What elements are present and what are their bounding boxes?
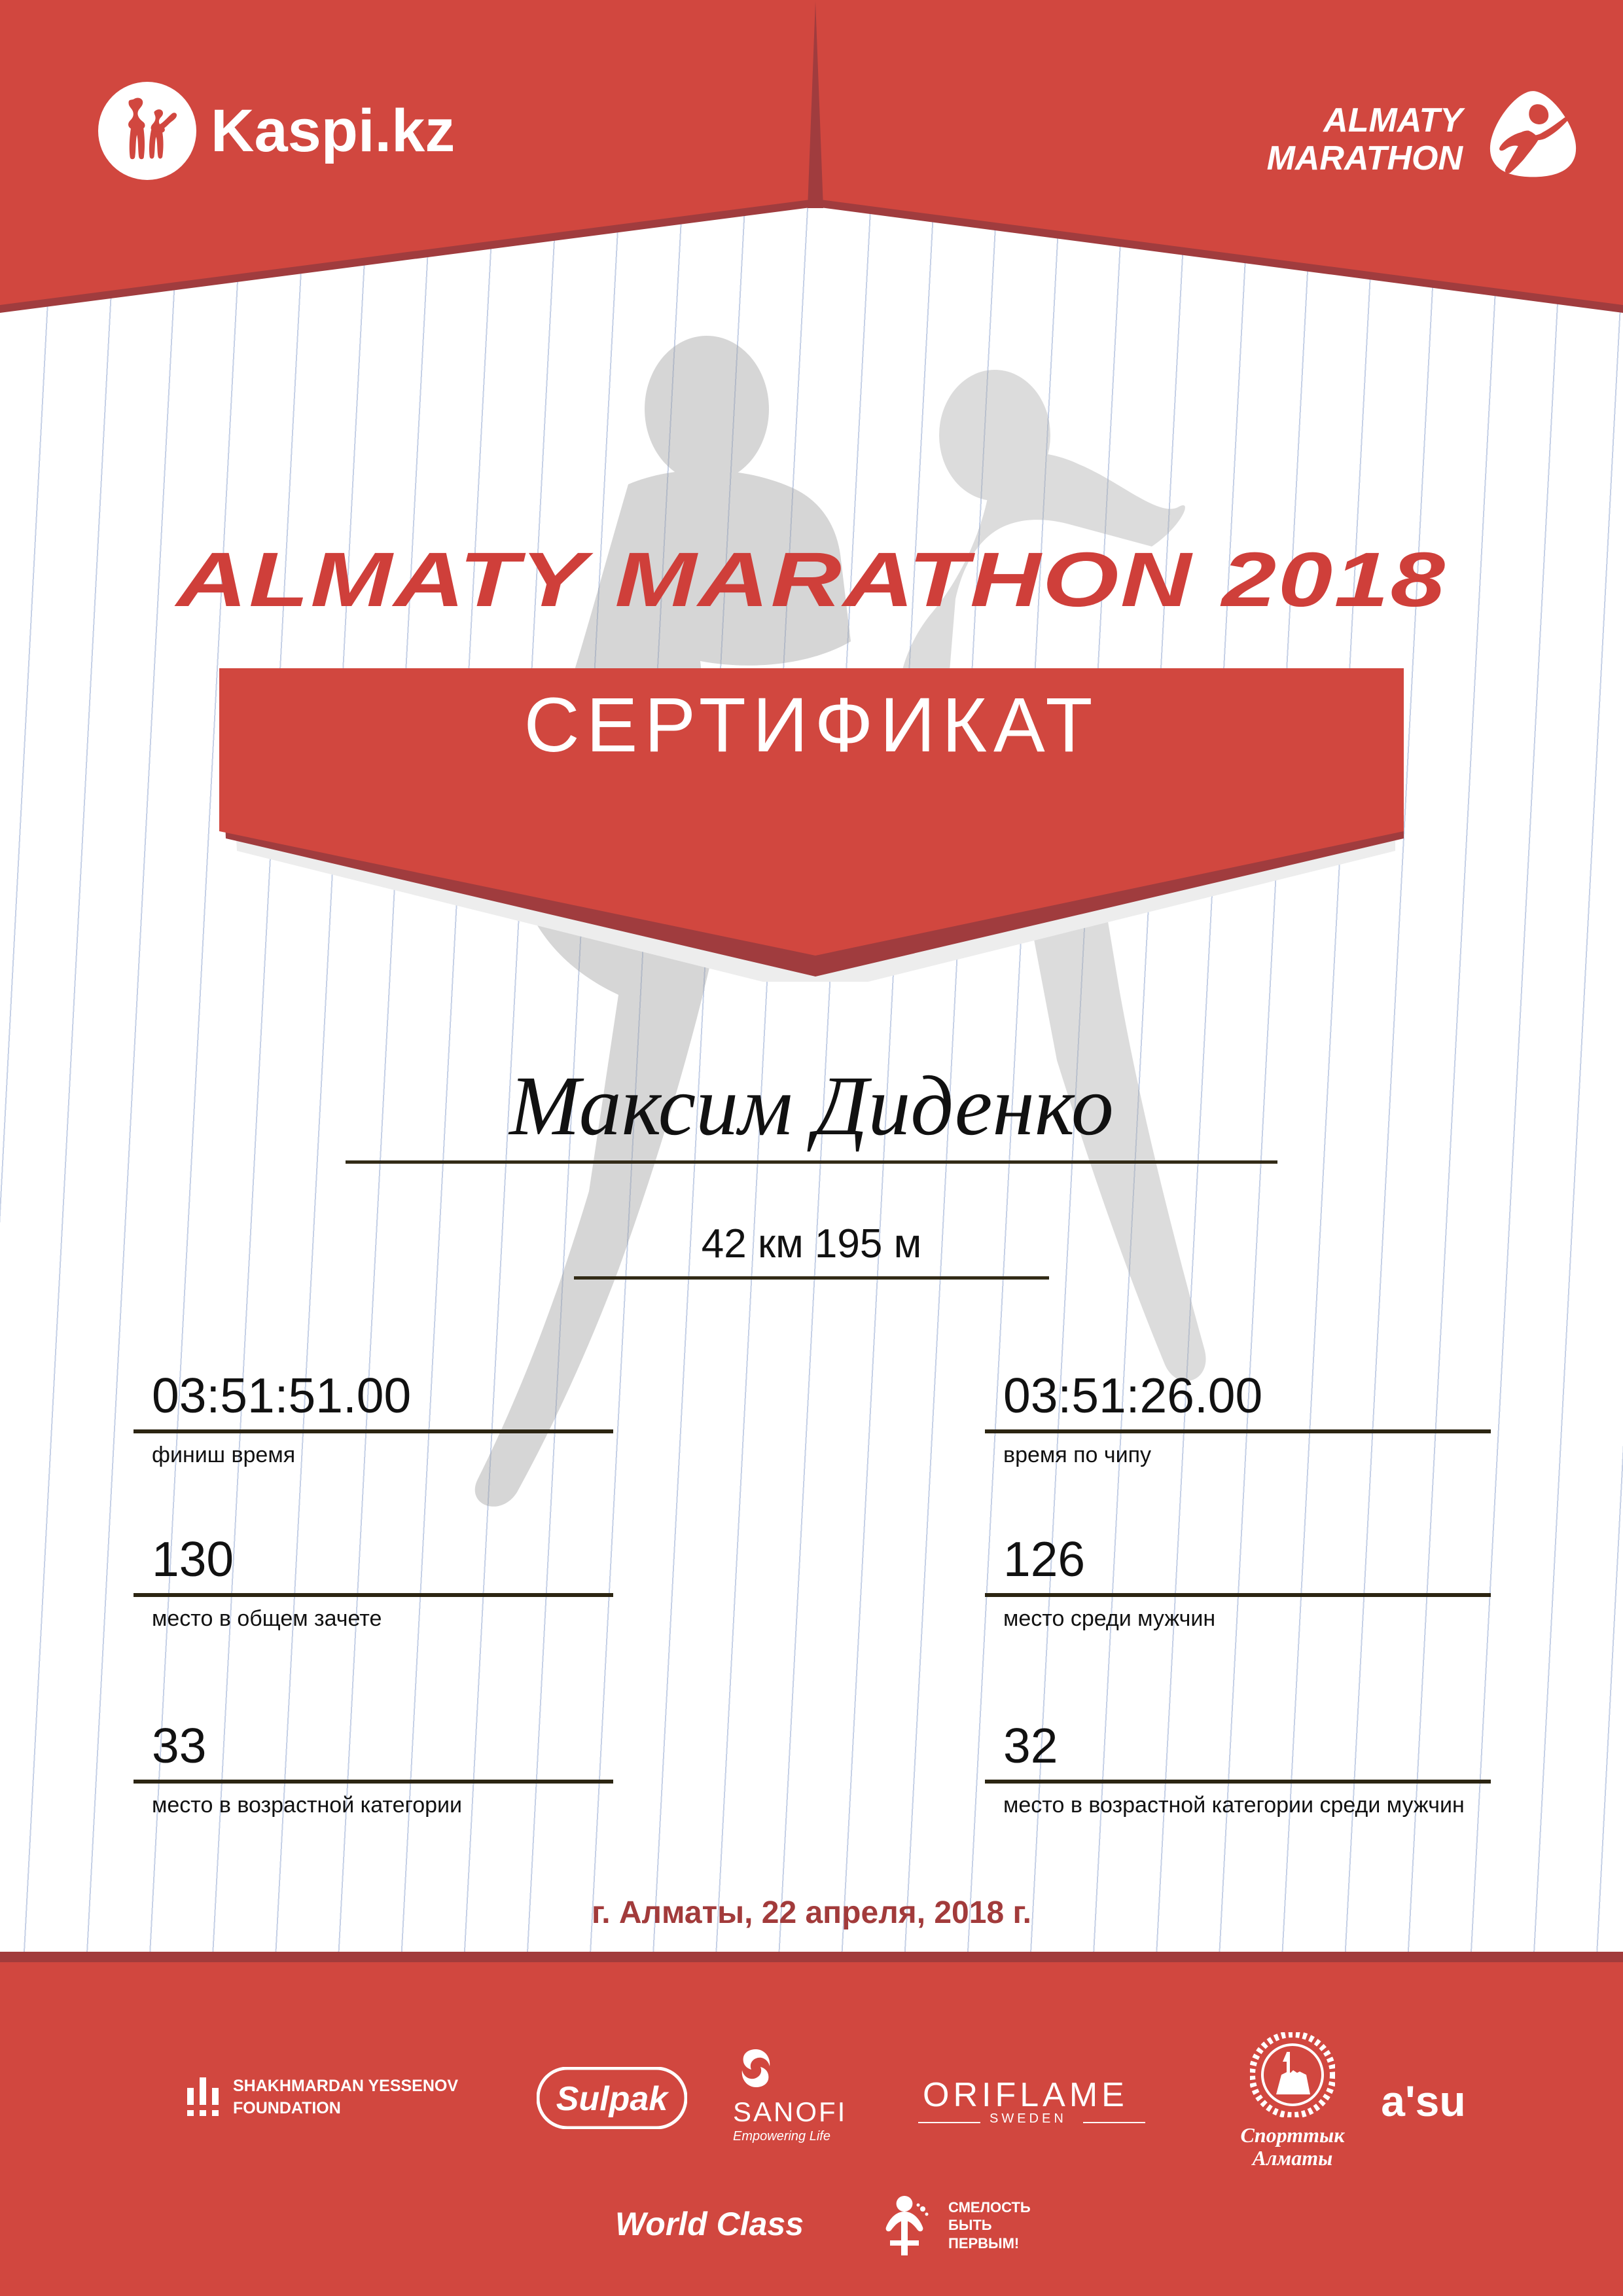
- svg-text:ORIFLAME: ORIFLAME: [923, 2076, 1128, 2114]
- svg-text:Sulpak: Sulpak: [556, 2080, 670, 2118]
